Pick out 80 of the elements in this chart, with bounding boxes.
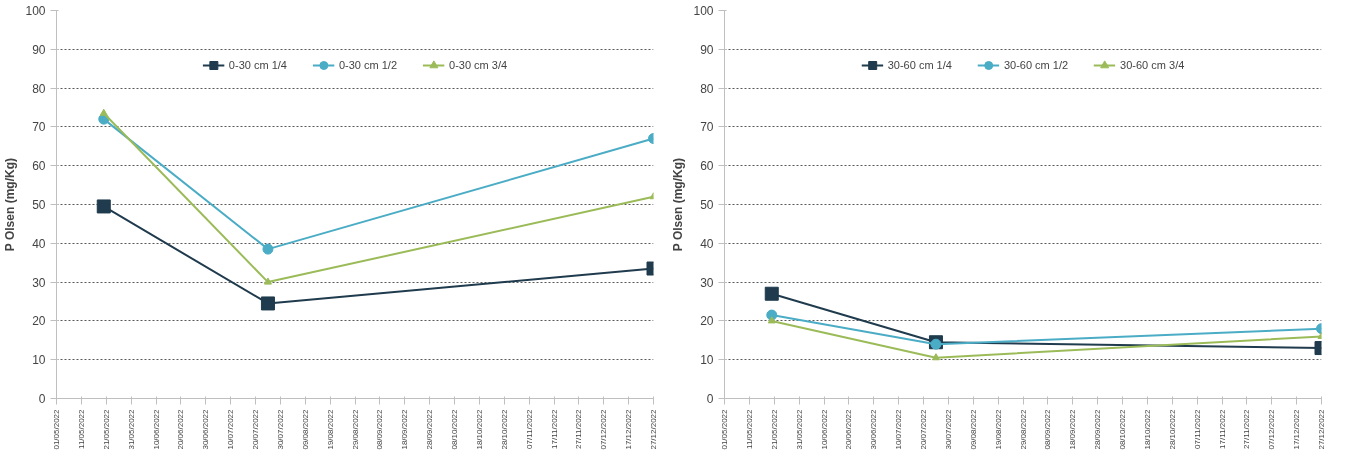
x-tick-label: 30/07/2022 [943,408,953,450]
x-tick-label: 20/06/2022 [844,408,854,450]
x-tick-label: 28/10/2022 [1167,408,1177,450]
x-tick-label: 18/10/2022 [1142,408,1152,450]
y-tick-label: 70 [700,120,714,135]
x-tick-label: 17/12/2022 [1292,408,1302,450]
x-tick-label: 10/07/2022 [894,408,904,450]
y-tick-label: 90 [32,42,46,57]
x-tick-label: 28/10/2022 [499,408,509,450]
x-tick-label: 10/06/2022 [151,408,161,450]
y-tick-label: 70 [32,120,46,135]
x-tick-label: 17/12/2022 [624,408,634,450]
x-tick-label: 29/08/2022 [1018,408,1028,450]
x-tick-label: 27/12/2022 [1317,408,1326,450]
x-tick-label: 19/08/2022 [993,408,1003,450]
x-tick-label: 08/09/2022 [375,408,385,450]
y-tick-label: 20 [700,314,714,329]
x-tick-label: 10/07/2022 [226,408,236,450]
legend-label: 30-60 cm 3/4 [1120,59,1185,71]
y-tick-label: 80 [32,81,46,96]
x-tick-label: 30/06/2022 [201,408,211,450]
legend-label: 30-60 cm 1/4 [887,59,952,71]
x-tick-label: 19/08/2022 [325,408,335,450]
x-tick-label: 09/08/2022 [300,408,310,450]
y-axis-title: P Olsen (mg/Kg) [3,158,18,252]
y-tick-label: 0 [38,392,46,406]
x-tick-label: 17/11/2022 [1217,408,1227,449]
x-tick-label: 08/10/2022 [1118,408,1127,450]
x-tick-label: 27/11/2022 [574,408,584,449]
x-tick-label: 08/09/2022 [1043,408,1053,450]
x-tick-label: 07/11/2022 [1192,408,1202,449]
x-tick-label: 10/06/2022 [819,408,829,450]
x-tick-label: 29/08/2022 [350,408,360,450]
legend-label: 0-30 cm 3/4 [449,59,508,71]
y-tick-label: 90 [700,42,714,57]
x-tick-label: 11/05/2022 [76,408,86,449]
y-tick-label: 0 [706,392,714,406]
y-tick-label: 40 [700,236,714,251]
y-tick-label: 30 [700,275,714,290]
legend-label: 0-30 cm 1/2 [338,59,398,71]
x-tick-label: 20/07/2022 [919,408,928,450]
x-tick-label: 07/12/2022 [1267,408,1277,450]
y-tick-label: 100 [25,4,46,18]
legend-label: 0-30 cm 1/4 [228,59,287,71]
x-tick-label: 28/09/2022 [1093,408,1103,450]
y-tick-label: 40 [32,236,46,251]
x-tick-label: 21/05/2022 [769,408,779,450]
legend-label: 30-60 cm 1/2 [1003,59,1069,71]
x-tick-label: 01/05/2022 [720,408,729,450]
y-tick-label: 50 [32,198,46,212]
x-tick-label: 18/09/2022 [400,408,410,450]
x-tick-label: 08/10/2022 [450,408,459,450]
x-tick-label: 20/06/2022 [176,408,186,450]
x-tick-label: 31/05/2022 [126,408,136,450]
x-tick-label: 27/12/2022 [649,408,658,450]
y-tick-label: 60 [700,159,714,174]
x-tick-label: 07/12/2022 [599,408,609,450]
x-tick-label: 01/05/2022 [52,408,61,450]
y-tick-label: 10 [700,353,714,368]
x-tick-label: 28/09/2022 [425,408,435,450]
y-tick-label: 50 [700,198,714,212]
x-tick-label: 30/07/2022 [275,408,285,450]
y-tick-label: 80 [700,81,714,96]
y-tick-label: 30 [32,275,46,290]
x-tick-label: 09/08/2022 [968,408,978,450]
x-tick-label: 11/05/2022 [744,408,754,449]
x-tick-label: 21/05/2022 [101,408,111,450]
x-tick-label: 18/10/2022 [474,408,484,450]
x-tick-label: 31/05/2022 [794,408,804,450]
y-tick-label: 60 [32,159,46,174]
x-tick-label: 30/06/2022 [869,408,879,450]
y-tick-label: 100 [693,4,714,18]
y-tick-label: 20 [32,314,46,329]
x-tick-label: 18/09/2022 [1068,408,1078,450]
y-axis-title: P Olsen (mg/Kg) [671,158,686,252]
x-tick-label: 27/11/2022 [1242,408,1252,449]
x-tick-label: 07/11/2022 [524,408,534,449]
x-tick-label: 17/11/2022 [549,408,559,449]
y-tick-label: 10 [32,353,46,368]
x-tick-label: 20/07/2022 [251,408,260,450]
